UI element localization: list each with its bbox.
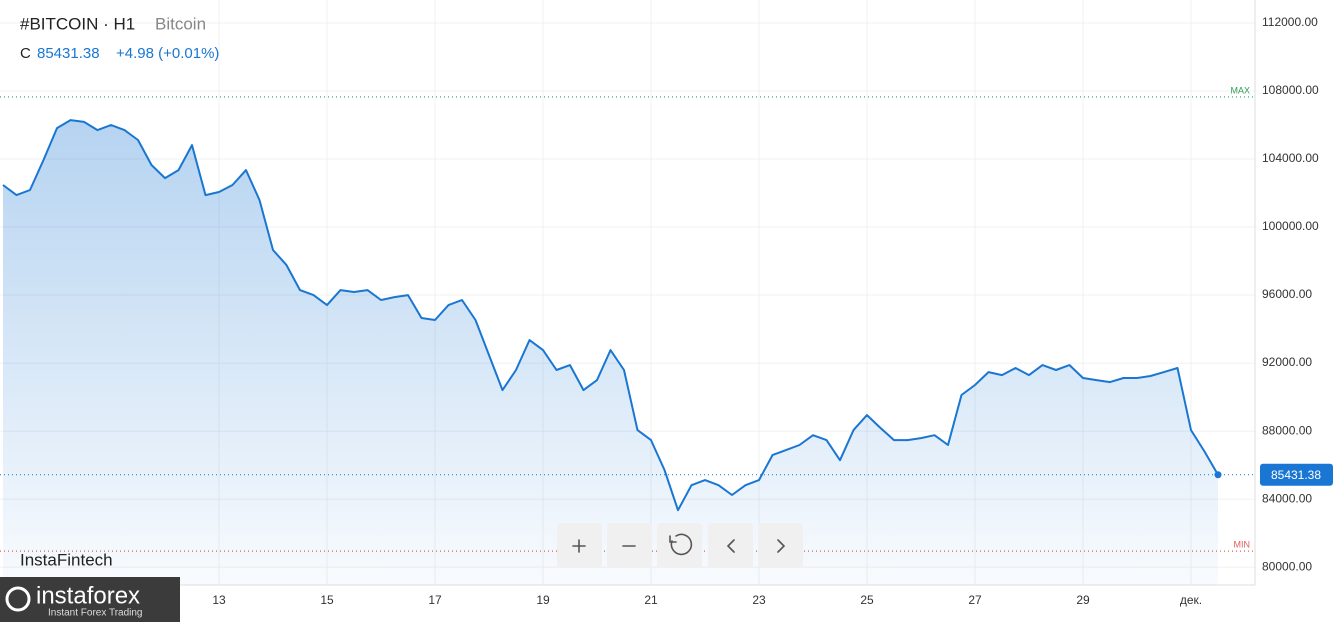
price-line	[2, 119, 1219, 512]
x-tick-label: 25	[860, 593, 874, 607]
scroll-right-button[interactable]	[758, 523, 803, 568]
y-tick-label: 84000.00	[1262, 491, 1312, 505]
x-tick-label: 15	[320, 593, 334, 607]
x-tick-label: 19	[536, 593, 550, 607]
close-value: 85431.38	[37, 45, 100, 62]
logo: instaforex Instant Forex Trading	[0, 577, 180, 622]
y-tick-label: 112000.00	[1262, 15, 1318, 29]
zoom-controls	[557, 523, 803, 568]
y-tick-label: 108000.00	[1262, 83, 1319, 97]
y-tick-label: 100000.00	[1262, 219, 1319, 233]
x-tick-label: 29	[1076, 593, 1090, 607]
chart-subtitle: Bitcoin	[155, 14, 206, 33]
y-tick-label: 80000.00	[1262, 559, 1312, 573]
x-tick-label: 21	[644, 593, 658, 607]
x-tick-label: дек.	[1180, 593, 1202, 607]
scroll-left-button[interactable]	[708, 523, 753, 568]
reset-button[interactable]	[657, 523, 702, 568]
price-tag	[1260, 463, 1333, 486]
plus-icon	[572, 539, 586, 553]
logo-tagline: Instant Forex Trading	[48, 608, 143, 619]
logo-text: instaforex	[36, 582, 140, 609]
y-tick-label: 92000.00	[1262, 355, 1312, 369]
ohlc-label: C	[20, 45, 31, 62]
logo-icon	[5, 586, 31, 612]
last-point	[1214, 471, 1222, 479]
area-fill	[3, 120, 1218, 585]
chart-title: #BITCOIN · H1	[20, 14, 135, 33]
min-label: MIN	[1234, 540, 1251, 550]
y-tick-label: 96000.00	[1262, 287, 1312, 301]
change-value: +4.98 (+0.01%)	[116, 45, 219, 62]
right-icon	[777, 539, 786, 553]
reset-icon	[669, 533, 693, 556]
watermark: InstaFintech	[20, 550, 113, 569]
y-tick-label: 88000.00	[1262, 423, 1312, 437]
x-tick-label: 27	[968, 593, 982, 607]
y-tick-label: 104000.00	[1262, 151, 1319, 165]
max-label: MAX	[1230, 85, 1250, 95]
x-tick-label: 13	[212, 593, 226, 607]
price-tag-label: 85431.38	[1271, 468, 1321, 482]
x-tick-label: 23	[752, 593, 766, 607]
left-icon	[726, 539, 735, 553]
x-tick-label: 17	[428, 593, 442, 607]
